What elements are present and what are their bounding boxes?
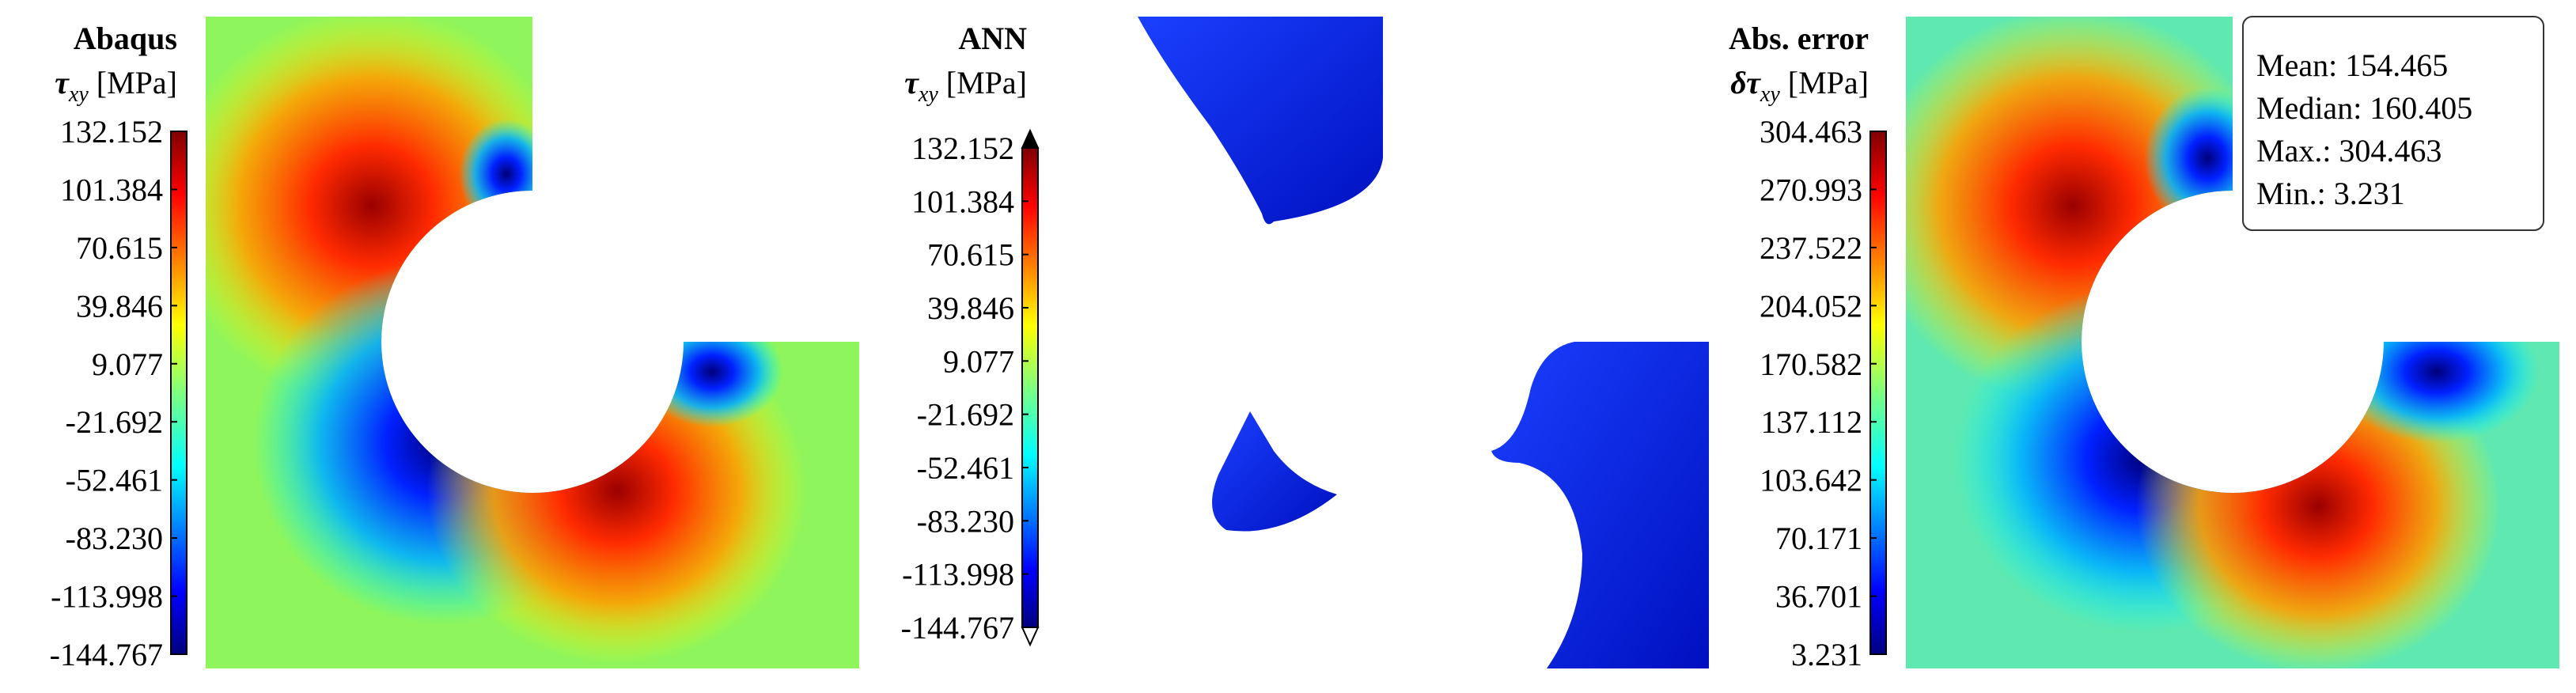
stats-line: Mean: 154.465 <box>2256 47 2448 83</box>
stats-line: Max.: 304.463 <box>2256 133 2442 169</box>
colorbar-tick-label: 101.384 <box>60 172 163 207</box>
colorbar-tick-label: 3.231 <box>1791 637 1862 672</box>
quantity-subscript: xy <box>918 82 938 107</box>
stats-line: Median: 160.405 <box>2256 90 2472 126</box>
colorbar-tick-label: 70.615 <box>76 230 163 266</box>
quantity-label: τxy [MPa] <box>55 65 177 107</box>
colorbar-tick-label: 132.152 <box>60 114 163 150</box>
quantity-space <box>89 65 97 100</box>
colorbar-tick-label: 39.846 <box>927 290 1014 326</box>
colorbar-tick-label: 137.112 <box>1760 404 1862 440</box>
colorbar <box>170 131 188 655</box>
quantity-space <box>938 65 946 100</box>
colorbar-tick-label: 70.615 <box>927 237 1014 273</box>
colorbar-tick-label: 270.993 <box>1760 172 1862 207</box>
colorbar-tick-label: -113.998 <box>902 557 1014 593</box>
colorbar-tick-label: 103.642 <box>1760 463 1862 498</box>
colorbar-tick-label: -113.998 <box>51 579 163 615</box>
colorbar-tick-label: 170.582 <box>1760 346 1862 382</box>
colorbar-tick-label: 39.846 <box>76 288 163 324</box>
colorbar-tick-label: -83.230 <box>66 521 163 556</box>
quantity-unit: [MPa] <box>1788 65 1869 100</box>
quantity-unit: [MPa] <box>946 65 1027 100</box>
colorbar-tick-label: -21.692 <box>917 397 1014 433</box>
colorbar-tick-label: -52.461 <box>66 463 163 498</box>
quantity-subscript: xy <box>1760 82 1780 107</box>
colorbar-tick-label: -144.767 <box>50 637 163 672</box>
stats-box <box>2242 16 2544 231</box>
colorbar-arrow <box>1021 128 1040 149</box>
colorbar-tick-label: 132.152 <box>911 131 1014 166</box>
colorbar-tick-label: 304.463 <box>1760 114 1862 150</box>
colorbar <box>1869 131 1887 655</box>
colorbar-tick-label: 237.522 <box>1760 230 1862 266</box>
panel-title: ANN <box>958 21 1027 56</box>
colorbar-tick-label: 9.077 <box>943 343 1014 379</box>
stats-line: Min.: 3.231 <box>2256 176 2405 211</box>
quantity-label: τxy [MPa] <box>904 65 1027 107</box>
quantity-symbol: τ <box>55 65 70 100</box>
colorbar-tick-label: 101.384 <box>911 184 1014 219</box>
colorbar-tick-label: 70.171 <box>1775 521 1862 556</box>
colorbar-tick-label: 204.052 <box>1760 288 1862 324</box>
ann-field <box>1138 17 1709 668</box>
quantity-space <box>1780 65 1788 100</box>
colorbar-tick-label: -144.767 <box>901 610 1014 646</box>
quantity-symbol: τ <box>904 65 919 100</box>
abaqus-field <box>206 17 859 668</box>
colorbar-tick-label: 9.077 <box>92 346 163 382</box>
colorbar-tick-label: -52.461 <box>917 450 1014 486</box>
colorbar-tick-label: -21.692 <box>66 404 163 440</box>
panel-title: Abs. error <box>1729 21 1869 56</box>
quantity-label: δτxy [MPa] <box>1730 65 1869 107</box>
colorbar <box>1021 147 1039 628</box>
colorbar-tick-label: -83.230 <box>917 503 1014 539</box>
quantity-symbol: δτ <box>1730 65 1761 100</box>
colorbar-tick-label: 36.701 <box>1775 579 1862 615</box>
panel-title: Abaqus <box>74 21 177 56</box>
quantity-subscript: xy <box>68 82 89 107</box>
quantity-unit: [MPa] <box>97 65 177 100</box>
colorbar-arrow <box>1021 627 1040 647</box>
